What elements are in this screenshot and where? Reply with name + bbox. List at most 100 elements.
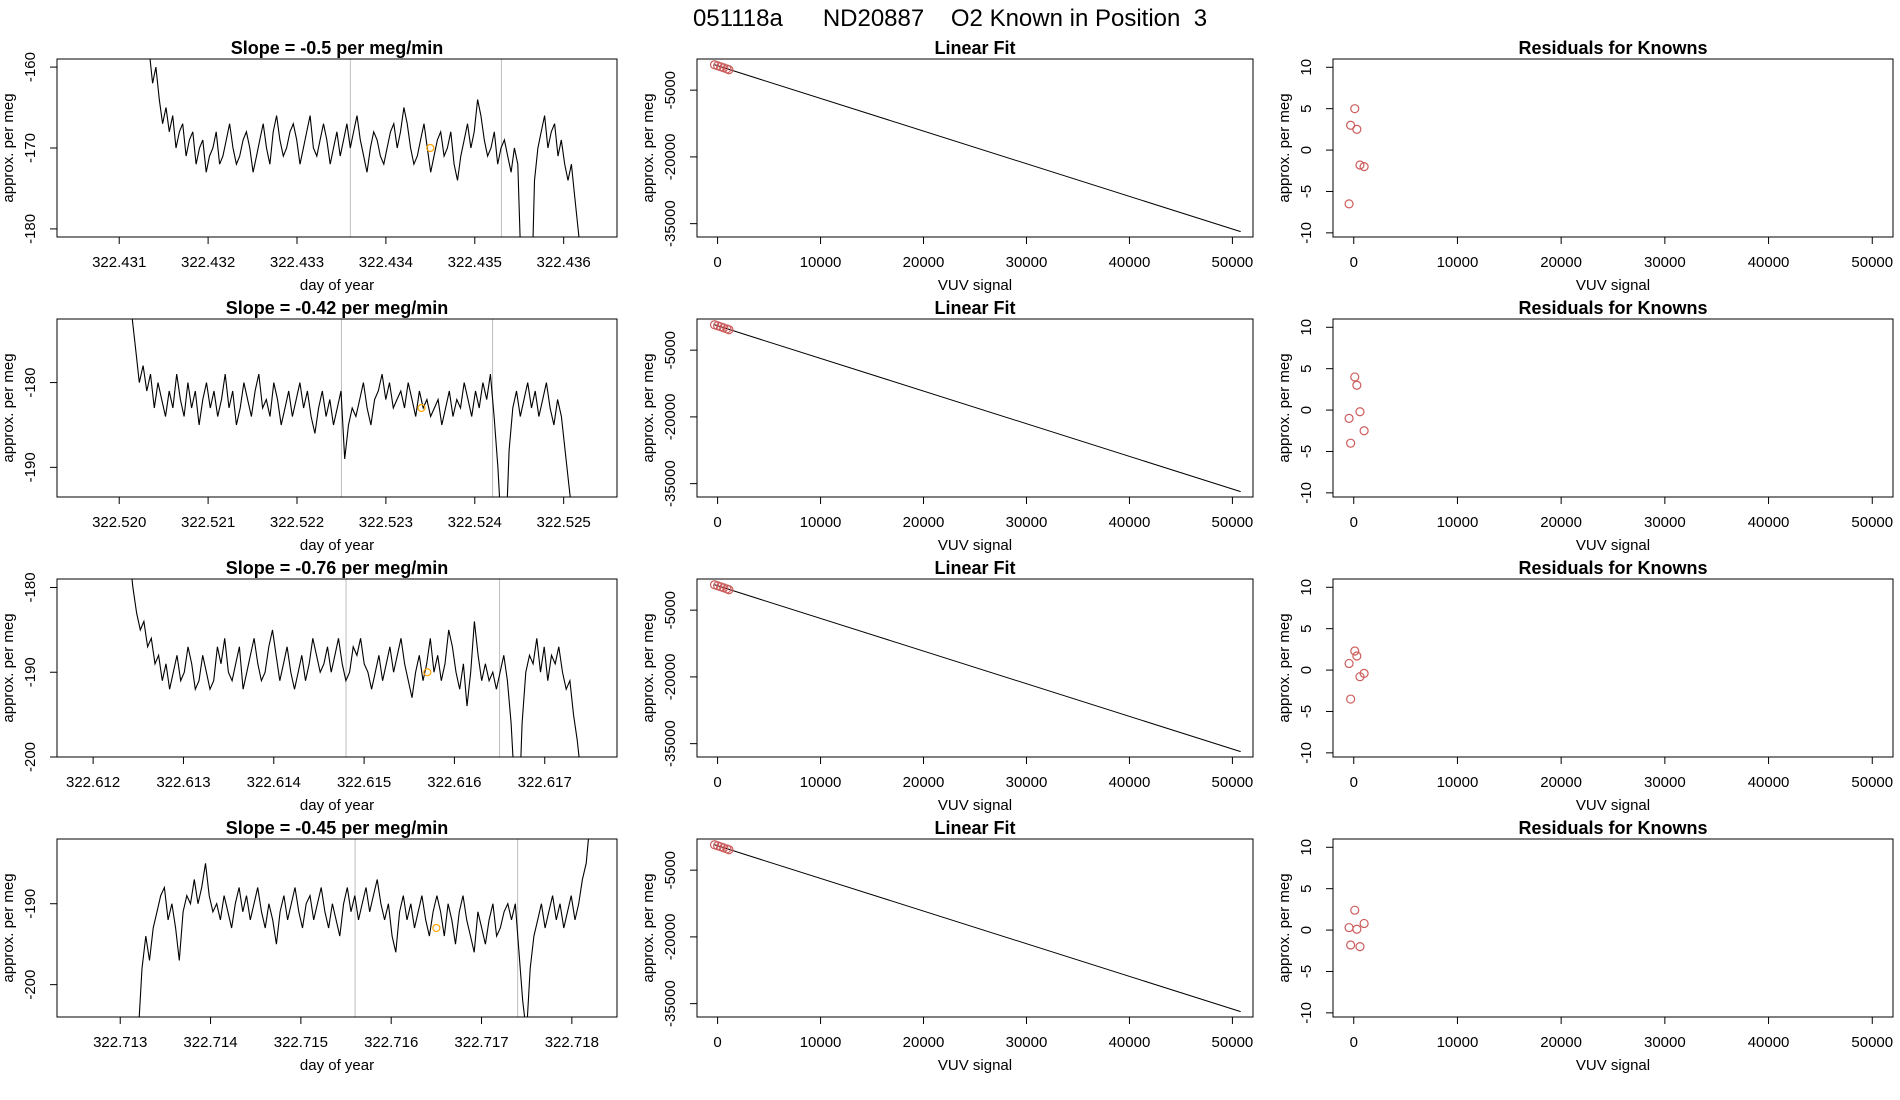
slope-4-title: Slope = -0.45 per meg/min <box>226 818 449 838</box>
linear-fit-4-y-tick-label: -35000 <box>662 980 679 1027</box>
residuals-1-residual-point <box>1350 104 1360 114</box>
residuals-3-y-tick-label: -5 <box>1298 705 1315 718</box>
residuals-2-residual-point <box>1346 438 1356 448</box>
linear-fit-1-x-tick-label: 0 <box>713 254 721 271</box>
slope-2-x-tick-label: 322.525 <box>537 514 591 531</box>
slope-2-x-tick-label: 322.520 <box>92 514 146 531</box>
residuals-3-residual-point <box>1350 646 1360 656</box>
residuals-1-residual-point <box>1355 160 1365 170</box>
slope-2-plot-frame <box>56 318 618 498</box>
linear-fit-1-y-tick-label: -5000 <box>662 71 679 109</box>
residuals-3-x-tick-label: 30000 <box>1644 774 1686 791</box>
slope-3-plot-frame <box>56 578 618 758</box>
slope-2-y-axis-label: approx. per meg <box>0 353 17 462</box>
residuals-2-residual-point <box>1352 380 1362 390</box>
linear-fit-4-plot-frame <box>696 838 1254 1018</box>
linear-fit-2-plot-frame <box>696 318 1254 498</box>
slope-1-x-tick-label: 322.432 <box>181 254 235 271</box>
slope-3-average-point <box>423 668 432 677</box>
linear-fit-2-x-tick-label: 50000 <box>1212 514 1254 531</box>
residuals-2-x-tick-label: 10000 <box>1437 514 1479 531</box>
residuals-2-residual-point <box>1350 372 1360 382</box>
residuals-4-y-tick-label: -5 <box>1298 965 1315 978</box>
residuals-4-plot-frame <box>1332 838 1894 1018</box>
linear-fit-3-x-tick-label: 40000 <box>1109 774 1151 791</box>
residuals-3-panel: Residuals for Knowns VUV signal approx. pe… <box>1276 558 1894 814</box>
residuals-1-residual-point <box>1346 120 1356 130</box>
residuals-2-residual-point <box>1355 407 1365 417</box>
slope-1-y-tick-label: -170 <box>22 133 39 163</box>
slope-4-x-tick-label: 322.714 <box>183 1034 237 1051</box>
residuals-4-x-tick-label: 0 <box>1350 1034 1358 1051</box>
residuals-4-residual-point <box>1350 905 1360 915</box>
slope-3-y-tick-label: -190 <box>22 657 39 687</box>
residuals-3-x-axis-label: VUV signal <box>1576 797 1650 814</box>
linear-fit-4-x-tick-label: 10000 <box>800 1034 842 1051</box>
slope-1-y-tick-label: -160 <box>22 52 39 82</box>
residuals-4-residual-point <box>1352 924 1362 934</box>
linear-fit-1-x-tick-label: 10000 <box>800 254 842 271</box>
slope-4-panel: Slope = -0.45 per meg/min day of year appr… <box>0 818 618 1074</box>
residuals-3-x-tick-label: 20000 <box>1540 774 1582 791</box>
linear-fit-3-x-tick-label: 30000 <box>1006 774 1048 791</box>
linear-fit-3-fit-line <box>714 584 1241 753</box>
slope-4-average-point <box>432 923 441 933</box>
residuals-2-residual-point <box>1359 426 1369 436</box>
linear-fit-2-plot-area <box>709 320 1241 493</box>
linear-fit-2-fit-line <box>714 324 1241 493</box>
slope-4-x-axis-label: day of year <box>300 1057 374 1074</box>
linear-fit-4-x-tick-label: 40000 <box>1109 1034 1151 1051</box>
residuals-1-x-tick-label: 40000 <box>1748 254 1790 271</box>
linear-fit-1-panel: Linear Fit VUV signal approx. per meg 0 1000… <box>640 38 1254 294</box>
residuals-4-x-tick-label: 50000 <box>1851 1034 1893 1051</box>
residuals-4-y-tick-label: -10 <box>1298 1002 1315 1024</box>
linear-fit-4-panel: Linear Fit VUV signal approx. per meg 0 1000… <box>640 818 1254 1074</box>
residuals-3-x-tick-label: 50000 <box>1851 774 1893 791</box>
slope-3-x-tick-label: 322.616 <box>427 774 481 791</box>
slope-4-trace-line <box>138 839 589 1017</box>
slope-2-panel: Slope = -0.42 per meg/min day of year appr… <box>0 298 618 554</box>
slope-2-y-tick-label: -180 <box>22 368 39 398</box>
linear-fit-4-x-tick-label: 20000 <box>903 1034 945 1051</box>
slope-1-x-tick-label: 322.435 <box>448 254 502 271</box>
linear-fit-4-plot-area <box>709 840 1241 1013</box>
residuals-2-y-axis-label: approx. per meg <box>1276 353 1293 462</box>
slope-4-x-tick-label: 322.718 <box>545 1034 599 1051</box>
residuals-2-x-tick-label: 40000 <box>1748 514 1790 531</box>
linear-fit-4-y-tick-label: -20000 <box>662 914 679 961</box>
slope-1-title: Slope = -0.5 per meg/min <box>231 38 444 58</box>
residuals-1-y-tick-label: 0 <box>1298 146 1315 154</box>
slope-4-x-tick-label: 322.716 <box>364 1034 418 1051</box>
slope-1-x-axis-label: day of year <box>300 277 374 294</box>
slope-1-y-tick-label: -180 <box>22 214 39 244</box>
residuals-4-y-axis-label: approx. per meg <box>1276 873 1293 982</box>
linear-fit-4-x-tick-label: 0 <box>713 1034 721 1051</box>
residuals-1-x-tick-label: 20000 <box>1540 254 1582 271</box>
linear-fit-3-plot-area <box>709 580 1241 753</box>
slope-1-y-axis-label: approx. per meg <box>0 93 17 202</box>
residuals-3-residual-point <box>1346 694 1356 704</box>
residuals-4-x-tick-label: 20000 <box>1540 1034 1582 1051</box>
slope-4-y-axis-label: approx. per meg <box>0 873 17 982</box>
residuals-3-y-tick-label: 5 <box>1298 625 1315 633</box>
slope-4-y-tick-label: -200 <box>22 970 39 1000</box>
slope-1-x-tick-label: 322.434 <box>359 254 413 271</box>
slope-1-plot-frame <box>56 58 618 238</box>
slope-1-plot-area <box>149 59 580 237</box>
panels-grid: Slope = -0.5 per meg/min day of year appro… <box>0 38 1894 1074</box>
linear-fit-3-plot-frame <box>696 578 1254 758</box>
linear-fit-2-x-tick-label: 30000 <box>1006 514 1048 531</box>
residuals-1-x-tick-label: 10000 <box>1437 254 1479 271</box>
slope-2-x-tick-label: 322.521 <box>181 514 235 531</box>
linear-fit-3-x-axis-label: VUV signal <box>938 797 1012 814</box>
linear-fit-1-y-tick-label: -35000 <box>662 200 679 247</box>
linear-fit-1-fit-line <box>714 64 1241 233</box>
linear-fit-4-x-tick-label: 30000 <box>1006 1034 1048 1051</box>
residuals-3-y-tick-label: 0 <box>1298 666 1315 674</box>
residuals-3-residual-point <box>1344 658 1354 669</box>
slope-4-x-tick-label: 322.717 <box>454 1034 508 1051</box>
linear-fit-2-known-point <box>724 325 734 335</box>
linear-fit-2-y-tick-label: -35000 <box>662 460 679 507</box>
linear-fit-1-y-axis-label: approx. per meg <box>640 93 657 202</box>
